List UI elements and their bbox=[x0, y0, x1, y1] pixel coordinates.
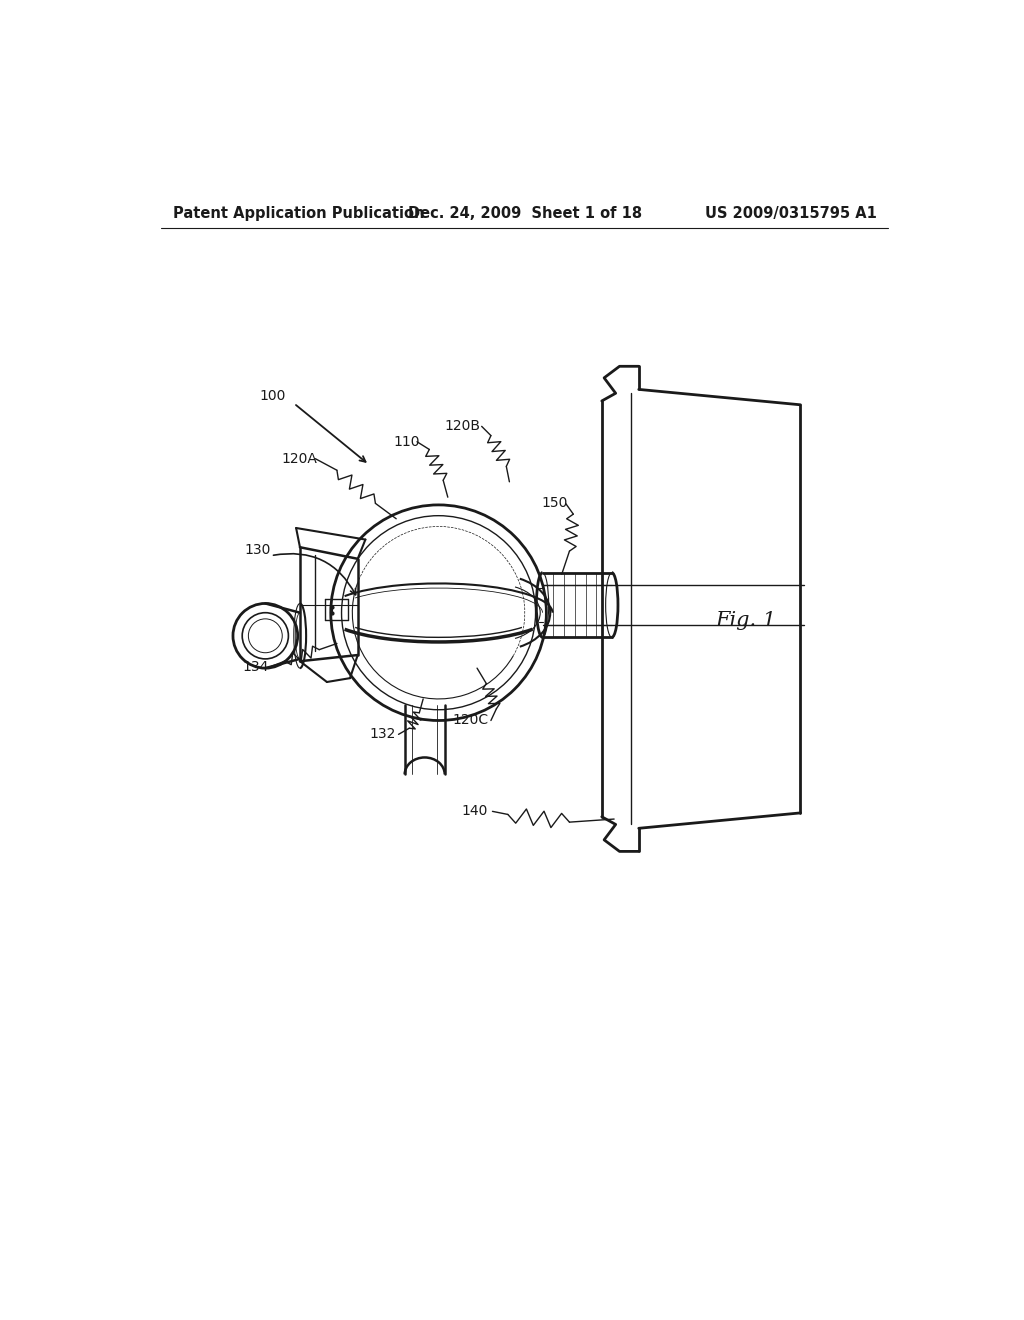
Text: Patent Application Publication: Patent Application Publication bbox=[173, 206, 424, 222]
Text: 132: 132 bbox=[370, 727, 395, 742]
Text: 140: 140 bbox=[462, 804, 488, 818]
Text: Dec. 24, 2009  Sheet 1 of 18: Dec. 24, 2009 Sheet 1 of 18 bbox=[408, 206, 642, 222]
Text: 120B: 120B bbox=[444, 420, 480, 433]
Text: 134: 134 bbox=[243, 660, 268, 673]
Text: Fig. 1: Fig. 1 bbox=[716, 611, 777, 630]
Text: 100: 100 bbox=[260, 388, 287, 403]
Text: 110: 110 bbox=[394, 434, 421, 449]
Text: 130: 130 bbox=[245, 543, 271, 557]
Text: US 2009/0315795 A1: US 2009/0315795 A1 bbox=[705, 206, 877, 222]
Text: 120A: 120A bbox=[282, 451, 317, 466]
Text: 120C: 120C bbox=[453, 714, 488, 727]
Text: 150: 150 bbox=[541, 496, 567, 511]
